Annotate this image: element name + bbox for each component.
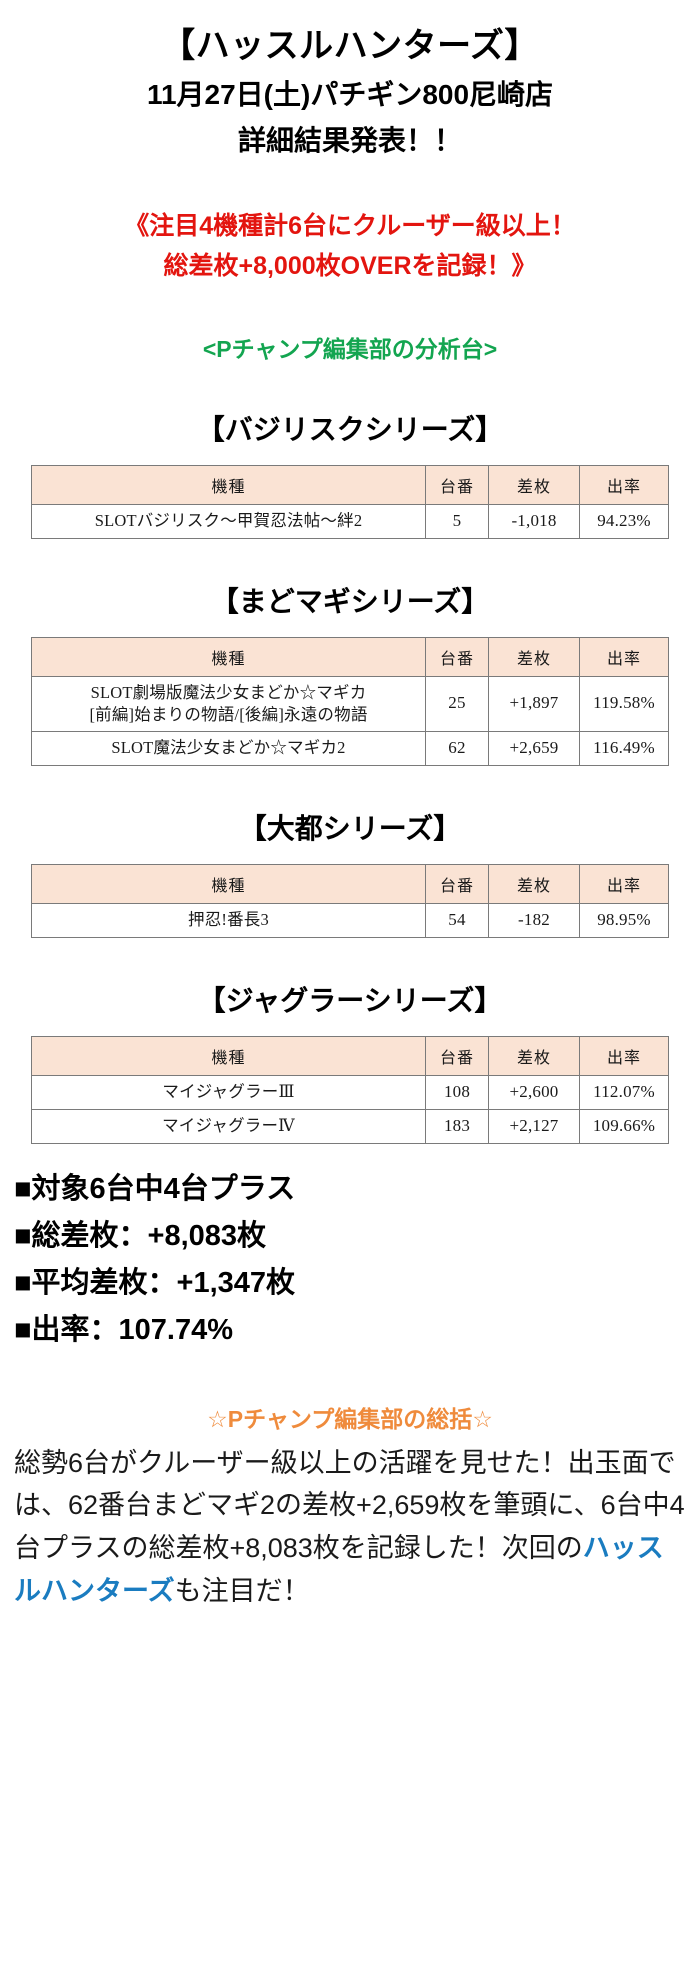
- table-header-row: 機種 台番 差枚 出率: [31, 464, 669, 505]
- series-section: 【大都シリーズ】機種 台番 差枚 出率押忍!番長3 54 -182 98.95%: [0, 808, 700, 938]
- cell-machine-number: 54: [425, 902, 489, 938]
- table-wrapper: 機種 台番 差枚 出率 SLOT劇場版魔法少女まどか☆マギカ [前編]始まりの物語/[後編…: [0, 636, 700, 766]
- summary-item: ■出率：107.74%: [14, 1313, 234, 1346]
- summary-item: ■総差枚：+8,083枚: [14, 1219, 267, 1252]
- cell-payout-rate: 98.95%: [579, 902, 669, 938]
- cell-machine-number: 5: [425, 503, 489, 539]
- cell-payout-rate: 109.66%: [579, 1108, 669, 1144]
- analysis-label: <Pチャンプ編集部の分析台>: [202, 336, 498, 363]
- series-heading: 【大都シリーズ】: [238, 812, 462, 844]
- cell-machine-name: マイジャグラーⅣ: [31, 1108, 426, 1144]
- closing-heading: ☆Pチャンプ編集部の総括☆: [207, 1405, 493, 1432]
- cell-payout-rate: 112.07%: [579, 1074, 669, 1110]
- series-section: 【まどマギシリーズ】 機種 台番 差枚 出率 SLOT劇場版魔法少女まどか☆マギカ [前編]…: [0, 581, 700, 766]
- column-header-number: 台番: [425, 863, 489, 904]
- series-heading: 【まどマギシリーズ】: [210, 585, 490, 617]
- column-header-diff: 差枚: [488, 1035, 580, 1076]
- cell-machine-number: 62: [425, 731, 489, 766]
- series-section: 【バジリスクシリーズ】機種 台番 差枚 出率 SLOTバジリスク〜甲賀忍法帖〜絆2 5 -1…: [0, 409, 700, 539]
- column-header-number: 台番: [425, 1035, 489, 1076]
- column-header-machine: 機種: [31, 863, 426, 904]
- closing-body-part1: 総勢6台がクルーザー級以上の活躍を見せた！出玉面では、62番台まどマギ2の差枚+…: [14, 1447, 685, 1563]
- column-header-machine: 機種: [31, 464, 426, 505]
- cell-difference: -1,018: [488, 503, 580, 539]
- column-header-rate: 出率: [579, 464, 669, 505]
- series-section: 【ジャグラーシリーズ】機種 台番 差枚 出率マイジャグラーⅢ 108 +2,600 112.…: [0, 980, 700, 1144]
- page-header: 【ハッスルハンターズ】 11月27日(土)パチギン800尼崎店 詳細結果発表！！: [0, 22, 700, 162]
- cell-payout-rate: 119.58%: [579, 675, 669, 733]
- series-heading: 【バジリスクシリーズ】: [196, 413, 504, 445]
- table-row: SLOTバジリスク〜甲賀忍法帖〜絆2 5 -1,018 94.23%: [31, 503, 669, 539]
- table-row: マイジャグラーⅣ 183 +2,127 109.66%: [31, 1108, 669, 1144]
- machine-name-line: [前編]始まりの物語/[後編]永遠の物語: [89, 704, 368, 724]
- cell-difference: +1,897: [488, 675, 580, 733]
- column-header-diff: 差枚: [488, 464, 580, 505]
- table-row: マイジャグラーⅢ 108 +2,600 112.07%: [31, 1074, 669, 1110]
- machine-name-line: マイジャグラーⅢ: [162, 1082, 295, 1102]
- table-header-row: 機種 台番 差枚 出率: [31, 863, 669, 904]
- table-wrapper: 機種 台番 差枚 出率 SLOTバジリスク〜甲賀忍法帖〜絆2 5 -1,018 94.23%: [0, 464, 700, 539]
- closing-body: 総勢6台がクルーザー級以上の活躍を見せた！出玉面では、62番台まどマギ2の差枚+…: [0, 1442, 700, 1613]
- column-header-rate: 出率: [579, 1035, 669, 1076]
- cell-machine-name: SLOT魔法少女まどか☆マギカ2: [31, 731, 426, 766]
- cell-payout-rate: 116.49%: [579, 731, 669, 766]
- lead-line-2: 総差枚+8,000枚OVERを記録！》: [163, 252, 537, 281]
- cell-payout-rate: 94.23%: [579, 503, 669, 539]
- table-header-row: 機種 台番 差枚 出率: [31, 636, 669, 677]
- page-subtitle-announce: 詳細結果発表！！: [237, 124, 462, 156]
- cell-difference: +2,127: [488, 1108, 580, 1144]
- column-header-number: 台番: [425, 464, 489, 505]
- cell-difference: -182: [488, 902, 580, 938]
- series-sections: 【バジリスクシリーズ】 機種 台番 差枚 出率 SLOTバジリスク〜甲賀忍法帖〜絆2 5 -1…: [0, 409, 700, 1144]
- series-heading: 【ジャグラーシリーズ】: [197, 984, 503, 1016]
- results-table: 機種 台番 差枚 出率押忍!番長3 54 -182 98.95%: [31, 863, 669, 938]
- closing-body-highlight: ハッスルハンターズ: [14, 1532, 664, 1606]
- cell-machine-number: 25: [425, 675, 489, 733]
- machine-name-line: SLOT魔法少女まどか☆マギカ2: [111, 738, 346, 758]
- results-table: 機種 台番 差枚 出率 マイジャグラーⅢ 108 +2,600 112.07% マイジャグラーⅣ…: [31, 1035, 669, 1144]
- table-row: SLOT劇場版魔法少女まどか☆マギカ [前編]始まりの物語/[後編]永遠の物語 25…: [31, 675, 669, 733]
- table-row: SLOT魔法少女まどか☆マギカ2 62 +2,659 116.49%: [31, 731, 669, 766]
- cell-machine-name: 押忍!番長3: [31, 902, 426, 938]
- results-table: 機種 台番 差枚 出率 SLOT劇場版魔法少女まどか☆マギカ [前編]始まりの物語/[後編…: [31, 636, 669, 766]
- machine-name-line: SLOTバジリスク〜甲賀忍法帖〜絆2: [94, 510, 363, 530]
- column-header-diff: 差枚: [488, 636, 580, 677]
- column-header-machine: 機種: [31, 636, 426, 677]
- results-table: 機種 台番 差枚 出率 SLOTバジリスク〜甲賀忍法帖〜絆2 5 -1,018 94.23%: [31, 464, 669, 539]
- closing-body-part2: も注目だ！: [174, 1575, 310, 1606]
- column-header-rate: 出率: [579, 636, 669, 677]
- page-title: 【ハッスルハンターズ】: [161, 27, 539, 65]
- cell-machine-name: SLOTバジリスク〜甲賀忍法帖〜絆2: [31, 503, 426, 539]
- table-header-row: 機種 台番 差枚 出率: [31, 1035, 669, 1076]
- summary-item: ■対象6台中4台プラス: [14, 1172, 296, 1205]
- cell-machine-number: 108: [425, 1074, 489, 1110]
- cell-difference: +2,659: [488, 731, 580, 766]
- cell-machine-number: 183: [425, 1108, 489, 1144]
- lead-callout: 《注目4機種計6台にクルーザー級以上！ 総差枚+8,000枚OVERを記録！》: [0, 206, 700, 286]
- summary-list: ■対象6台中4台プラス ■総差枚：+8,083枚 ■平均差枚：+1,347枚 ■出率：…: [0, 1166, 700, 1354]
- lead-line-1: 《注目4機種計6台にクルーザー級以上！: [124, 212, 576, 241]
- page-subtitle-store: 11月27日(土)パチギン800尼崎店: [146, 79, 554, 111]
- machine-name-line: 押忍!番長3: [188, 910, 269, 930]
- summary-item: ■平均差枚：+1,347枚: [14, 1266, 296, 1299]
- column-header-diff: 差枚: [488, 863, 580, 904]
- column-header-machine: 機種: [31, 1035, 426, 1076]
- table-row: 押忍!番長3 54 -182 98.95%: [31, 902, 669, 938]
- table-wrapper: 機種 台番 差枚 出率 マイジャグラーⅢ 108 +2,600 112.07% マイジャグラーⅣ…: [0, 1035, 700, 1144]
- column-header-rate: 出率: [579, 863, 669, 904]
- cell-difference: +2,600: [488, 1074, 580, 1110]
- machine-name-line: マイジャグラーⅣ: [162, 1116, 295, 1136]
- cell-machine-name: SLOT劇場版魔法少女まどか☆マギカ [前編]始まりの物語/[後編]永遠の物語: [31, 675, 426, 733]
- machine-name-line: SLOT劇場版魔法少女まどか☆マギカ: [90, 682, 367, 702]
- cell-machine-name: マイジャグラーⅢ: [31, 1074, 426, 1110]
- column-header-number: 台番: [425, 636, 489, 677]
- table-wrapper: 機種 台番 差枚 出率押忍!番長3 54 -182 98.95%: [0, 863, 700, 938]
